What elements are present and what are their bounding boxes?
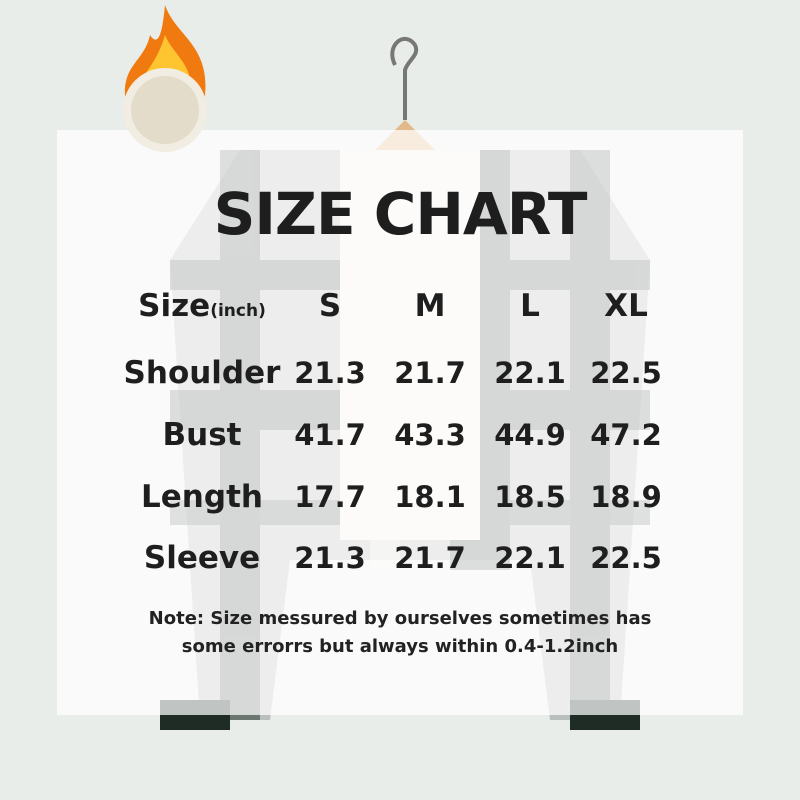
size-chart-title: SIZE CHART — [213, 180, 588, 248]
table-cell: 41.7 — [294, 418, 366, 452]
table-cell: 22.1 — [494, 541, 566, 575]
table-cell: 21.7 — [394, 356, 466, 390]
table-cell: 18.1 — [394, 480, 466, 514]
table-cell: 18.5 — [494, 480, 566, 514]
table-cell: 22.1 — [494, 356, 566, 390]
table-cell: 22.5 — [590, 541, 662, 575]
note-line-1: Note: Size messured by ourselves sometim… — [148, 608, 652, 629]
fleece-fire-icon — [123, 5, 207, 152]
size-label: Size — [138, 288, 211, 324]
table-cell: 21.3 — [294, 541, 366, 575]
header-size-s: S — [318, 288, 342, 324]
table-cell: 43.3 — [394, 418, 466, 452]
table-cell: 21.7 — [394, 541, 466, 575]
row-label: Length — [141, 479, 263, 515]
table-cell: 22.5 — [590, 356, 662, 390]
size-chart-panel — [57, 130, 743, 715]
table-cell: 18.9 — [590, 480, 662, 514]
row-label: Bust — [162, 417, 242, 453]
header-size-l: L — [520, 288, 540, 324]
note-text: Note: Size messured by ourselves sometim… — [0, 605, 800, 661]
unit-label: (inch) — [210, 301, 266, 321]
row-label: Sleeve — [143, 540, 261, 576]
table-cell: 21.3 — [294, 356, 366, 390]
header-size-label: Size(inch) — [138, 288, 266, 324]
table-cell: 47.2 — [590, 418, 662, 452]
table-cell: 17.7 — [294, 480, 366, 514]
header-size-m: M — [414, 288, 446, 324]
table-cell: 44.9 — [494, 418, 566, 452]
header-size-xl: XL — [604, 288, 648, 324]
row-label: Shoulder — [123, 355, 281, 391]
note-line-2: some errorrs but always within 0.4-1.2in… — [181, 636, 619, 657]
